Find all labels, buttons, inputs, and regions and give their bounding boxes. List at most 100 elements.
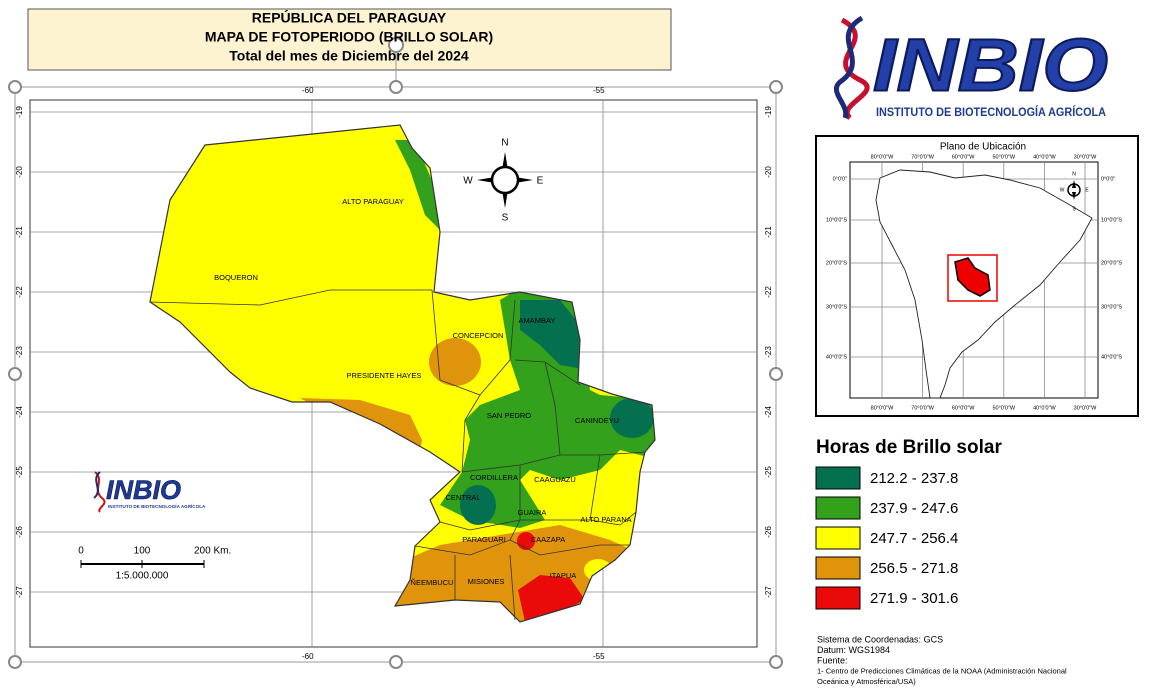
inset-lon-label: 70°0'0"W [911, 154, 934, 160]
note-line: Datum: WGS1984 [817, 645, 890, 655]
lat-label: -20 [764, 166, 773, 178]
department-label: CAAZAPA [531, 535, 565, 544]
compass-label: S [502, 213, 509, 224]
inset-title: Plano de Ubicación [940, 142, 1026, 153]
note-line: Oceánica y Atmosférica/USA) [817, 677, 916, 686]
title-line: Total del mes de Diciembre del 2024 [229, 48, 469, 64]
inset-highlight [947, 254, 998, 302]
zone [460, 485, 496, 525]
lat-label: -22 [764, 286, 773, 298]
department-label: ALTO PARANA [580, 515, 631, 524]
department-label: CAAGUAZU [534, 475, 576, 484]
inset-lon-label: 60°0'0"W [952, 154, 975, 160]
department-label: GUAIRA [518, 508, 547, 517]
legend-label: 237.9 - 247.6 [870, 500, 958, 517]
legend-swatch [815, 556, 861, 580]
inset-lat-label: 40°0'0"S [1101, 354, 1122, 360]
lat-label: -26 [764, 526, 773, 538]
zone [518, 575, 585, 622]
department-label: SAN PEDRO [487, 411, 531, 420]
lon-label: -60 [302, 86, 314, 95]
inset-lat-label: 10°0'0"S [1101, 217, 1122, 223]
scale-label: 100 [134, 546, 151, 557]
inset-lon-label: 50°0'0"W [992, 154, 1015, 160]
zone [429, 338, 481, 386]
inset-lon-label: 70°0'0"W [911, 405, 934, 411]
compass [477, 152, 533, 208]
inset-lat-label: 40°0'0"S [826, 354, 847, 360]
title-box [27, 8, 672, 71]
inset-lon-label: 80°0'0"W [871, 154, 894, 160]
lat-label: -21 [764, 226, 773, 238]
department-label: ÑEEMBUCU [411, 578, 454, 587]
legend-swatch [815, 496, 861, 520]
department-label: AMAMBAY [519, 316, 556, 325]
lat-label: -25 [15, 466, 24, 478]
inset-lat-label: 20°0'0"S [826, 260, 847, 266]
department-label: CONCEPCION [453, 331, 504, 340]
lat-label: -19 [15, 106, 24, 118]
lat-label: -24 [15, 406, 24, 418]
selection-handles[interactable] [8, 37, 783, 669]
inset-lat-label: 20°0'0"S [1101, 260, 1122, 266]
inset-lon-label: 50°0'0"W [992, 405, 1015, 411]
lat-label: -20 [15, 166, 24, 178]
inset-lon-label: 80°0'0"W [871, 405, 894, 411]
lat-label: -26 [15, 526, 24, 538]
scale-bar [80, 560, 205, 568]
legend-swatch [815, 526, 861, 550]
note-line: 1- Centro de Predicciones Climáticas de … [817, 666, 1067, 675]
inset-compass-label: S [1072, 206, 1076, 212]
compass-label: W [463, 176, 473, 187]
inset-lon-label: 60°0'0"W [952, 405, 975, 411]
lat-label: -23 [15, 346, 24, 358]
department-label: ITAPUA [550, 571, 577, 580]
inset-lat-label: 0°0'0" [1101, 176, 1115, 182]
inset-lat-label: 10°0'0"S [826, 217, 847, 223]
logo-small-subtitle: INSTITUTO DE BIOTECNOLOGÍA AGRÍCOLA [108, 502, 206, 509]
title-line: MAPA DE FOTOPERIODO (BRILLO SOLAR) [205, 29, 493, 45]
inset-compass [1067, 180, 1081, 200]
department-label: PRESIDENTE HAYES [347, 371, 422, 380]
note-line: Fuente: [817, 655, 848, 665]
logo-helix [833, 15, 870, 120]
lon-label: -55 [593, 652, 605, 661]
legend-swatch [815, 466, 861, 490]
lat-label: -27 [15, 586, 24, 598]
inset-compass-label: E [1085, 187, 1089, 193]
legend-label: 271.9 - 301.6 [870, 590, 958, 607]
lat-label: -21 [15, 226, 24, 238]
department-label: CANINDEYU [575, 416, 619, 425]
lat-label: -22 [15, 286, 24, 298]
zone [520, 300, 580, 368]
inset-lat-label: 0°0'0" [833, 176, 847, 182]
department-label: MISIONES [468, 577, 505, 586]
lat-label: -23 [764, 346, 773, 358]
small-logo [93, 471, 106, 513]
lat-label: -24 [764, 406, 773, 418]
note-line: Sistema de Coordenadas: GCS [817, 634, 943, 644]
lat-label: -25 [764, 466, 773, 478]
logo-subtitle: INSTITUTO DE BIOTECNOLOGÍA AGRÍCOLA [876, 106, 1106, 119]
compass-label: E [537, 176, 544, 187]
paraguay-inset [954, 257, 991, 297]
department-label: PARAGUARI [462, 535, 506, 544]
inset-lat-label: 30°0'0"S [826, 304, 847, 310]
lat-label: -19 [764, 106, 773, 118]
lon-label: -55 [593, 86, 605, 95]
legend-label: 256.5 - 271.8 [870, 560, 958, 577]
department-label: CENTRAL [445, 493, 480, 502]
inset-lon-label: 40°0'0"W [1033, 154, 1056, 160]
scale-ratio: 1:5.000.000 [116, 571, 169, 582]
logo-small-name: INBIO [106, 475, 181, 505]
legend-label: 212.2 - 237.8 [870, 470, 958, 487]
department-label: BOQUERON [214, 273, 258, 282]
legend-title: Horas de Brillo solar [816, 437, 1002, 458]
inset-lat-label: 30°0'0"S [1101, 304, 1122, 310]
department-label: CORDILLERA [470, 473, 518, 482]
inset-lon-label: 40°0'0"W [1033, 405, 1056, 411]
department-borders [149, 124, 656, 623]
zone [610, 398, 654, 438]
